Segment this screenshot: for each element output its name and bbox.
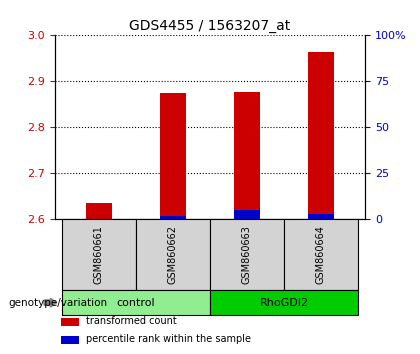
Bar	[308, 52, 334, 219]
FancyBboxPatch shape	[62, 290, 210, 315]
Bar	[61, 318, 79, 326]
Bar	[86, 204, 112, 219]
FancyBboxPatch shape	[62, 219, 136, 290]
FancyBboxPatch shape	[136, 219, 210, 290]
Text: control: control	[117, 298, 155, 308]
Text: GDS4455 / 1563207_at: GDS4455 / 1563207_at	[129, 19, 291, 34]
Text: GSM860664: GSM860664	[316, 225, 326, 284]
Bar	[61, 336, 79, 344]
FancyBboxPatch shape	[284, 219, 358, 290]
Bar	[160, 216, 186, 219]
Text: GSM860662: GSM860662	[168, 225, 178, 284]
FancyBboxPatch shape	[210, 219, 284, 290]
Text: percentile rank within the sample: percentile rank within the sample	[86, 334, 251, 344]
FancyBboxPatch shape	[210, 290, 358, 315]
Bar	[160, 93, 186, 219]
Text: GSM860661: GSM860661	[94, 225, 104, 284]
Bar	[234, 210, 260, 219]
Bar	[86, 218, 112, 219]
Text: genotype/variation: genotype/variation	[8, 298, 108, 308]
Text: RhoGDI2: RhoGDI2	[260, 298, 309, 308]
Text: transformed count: transformed count	[86, 316, 176, 326]
Bar	[234, 92, 260, 219]
Text: GSM860663: GSM860663	[242, 225, 252, 284]
Bar	[308, 214, 334, 219]
